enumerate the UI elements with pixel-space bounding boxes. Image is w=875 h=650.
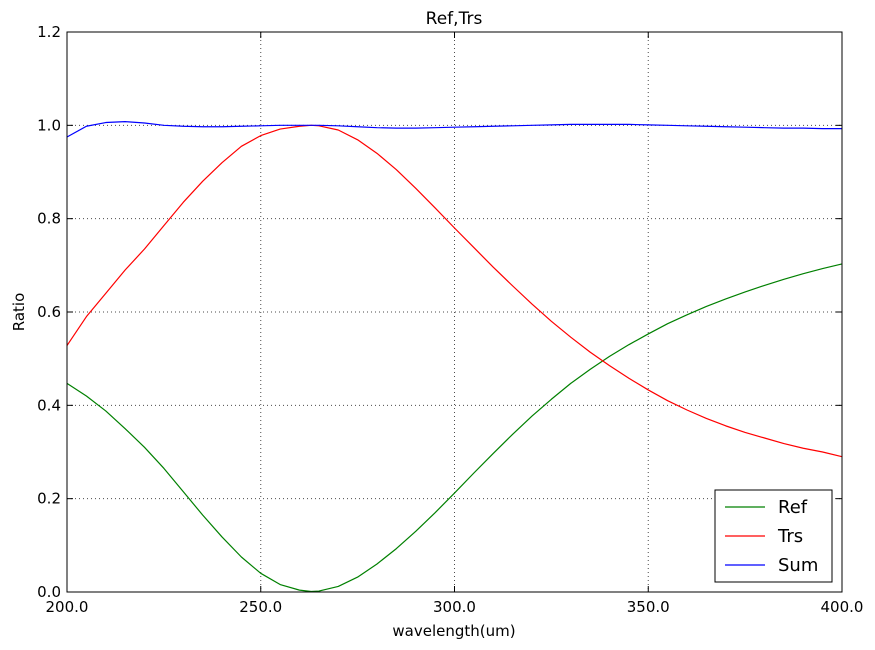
y-tick-label: 0.4 xyxy=(37,396,61,414)
series-line-trs xyxy=(66,124,843,458)
legend-label-sum: Sum xyxy=(778,555,818,576)
series-group xyxy=(66,120,843,593)
x-tick-label: 400.0 xyxy=(821,598,864,616)
chart-title: Ref,Trs xyxy=(426,9,483,29)
series-line-sum xyxy=(66,120,842,138)
grid xyxy=(67,32,842,592)
ticks: 200.0 250.0 300.0 350.0 400.0 0.0 0.2 0.4 0.6 0.8… xyxy=(37,23,863,616)
y-tick-label: 0.8 xyxy=(37,210,61,228)
legend-label-trs: Trs xyxy=(777,526,803,547)
y-tick-label: 1.0 xyxy=(37,116,61,134)
y-tick-label: 1.2 xyxy=(37,23,61,41)
x-axis-label: wavelength(um) xyxy=(392,622,515,640)
legend: Ref Trs Sum xyxy=(714,489,833,583)
x-tick-label: 200.0 xyxy=(46,598,89,616)
y-tick-label: 0.6 xyxy=(37,303,61,321)
legend-label-ref: Ref xyxy=(778,497,808,518)
y-axis-label: Ratio xyxy=(10,293,28,332)
x-tick-label: 350.0 xyxy=(627,598,670,616)
y-tick-label: 0.0 xyxy=(37,583,61,601)
x-tick-label: 250.0 xyxy=(239,598,282,616)
series-line-ref xyxy=(66,263,843,593)
y-tick-label: 0.2 xyxy=(37,490,61,508)
x-tick-label: 300.0 xyxy=(433,598,476,616)
